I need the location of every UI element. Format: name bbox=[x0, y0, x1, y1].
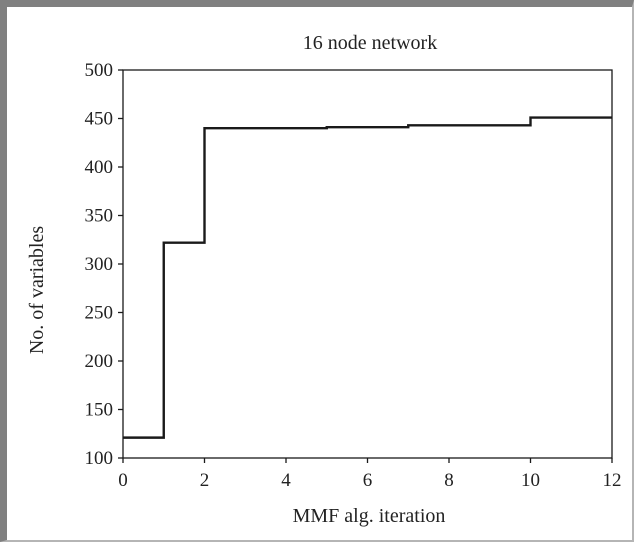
x-tick-label: 12 bbox=[603, 470, 622, 491]
chart-title: 16 node network bbox=[303, 32, 437, 54]
series-line-0 bbox=[123, 116, 612, 439]
x-tick-label: 2 bbox=[200, 470, 210, 491]
y-axis-label: No. of variables bbox=[26, 226, 48, 355]
x-axis-label: MMF alg. iteration bbox=[293, 505, 446, 527]
y-tick-label: 350 bbox=[85, 206, 114, 227]
y-tick-label: 250 bbox=[85, 303, 114, 324]
x-tick-label: 0 bbox=[118, 470, 128, 491]
x-tick-label: 6 bbox=[363, 470, 373, 491]
y-tick-label: 500 bbox=[85, 60, 114, 81]
y-tick-label: 200 bbox=[85, 351, 114, 372]
y-tick-label: 300 bbox=[85, 254, 114, 275]
x-tick-label: 8 bbox=[444, 470, 454, 491]
x-tick-label: 4 bbox=[281, 470, 291, 491]
x-tick-label: 10 bbox=[521, 470, 540, 491]
plot-area: 100 150 200 250 300 350 400 450 500 0 2 4 6 8 10 12 bbox=[85, 60, 622, 491]
y-tick-label: 450 bbox=[85, 109, 114, 130]
y-tick-label: 100 bbox=[85, 448, 114, 469]
y-tick-label: 150 bbox=[85, 400, 114, 421]
y-tick-label: 400 bbox=[85, 157, 114, 178]
